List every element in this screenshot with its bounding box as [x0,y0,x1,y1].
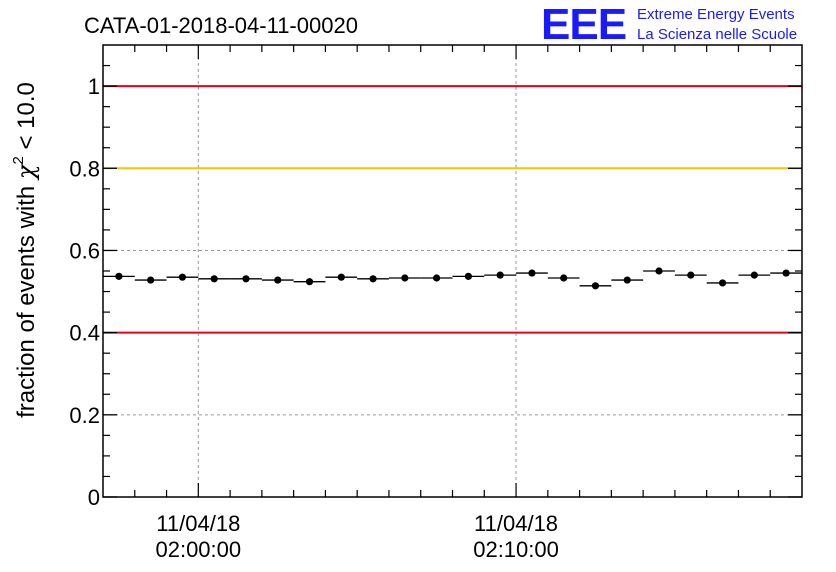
x-tick-label-time: 02:00:00 [155,537,241,562]
data-point [591,282,600,290]
data-point [337,273,345,281]
data-point [655,267,663,275]
x-tick-label-time: 02:10:00 [473,537,559,562]
data-point [210,275,218,283]
y-tick-label: 0.4 [69,321,100,346]
data-point [401,274,409,282]
x-tick-label-date: 11/04/18 [474,511,558,536]
data-point [369,275,377,283]
data-point [305,278,314,286]
data-point [242,275,250,283]
data-point [464,272,472,280]
data-point [718,279,727,287]
y-axis-label-exponent: 2 [10,156,27,164]
y-tick-label: 0.8 [69,156,100,181]
data-point [433,274,441,282]
grid [103,45,802,497]
eee-logo-line2: La Scienza nelle Scuole [637,26,797,43]
y-axis-label-suffix: < 10.0 [13,82,40,156]
eee-logo-line1: Extreme Energy Events [637,6,795,23]
y-tick-label: 0.6 [69,238,100,263]
plot-frame [102,44,803,498]
reference-lines [103,85,802,334]
eee-logo: EEE Extreme Energy Events La Scienza nel… [541,0,797,49]
data-point [115,272,123,280]
data-point [178,273,187,281]
data-point [782,269,790,277]
y-tick-label: 1 [88,74,100,99]
data-point [560,274,568,282]
y-axis-label: fraction of events with χ2 < 10.0 [10,82,40,418]
chart-title: CATA-01-2018-04-11-00020 [84,13,358,38]
data-point [528,269,536,277]
eee-logo-mark: EEE [541,0,626,49]
y-tick-label: 0.2 [69,403,100,428]
x-tick-label-date: 11/04/18 [156,511,240,536]
y-axis: 0 0.2 0.4 0.6 0.8 1 [69,64,802,510]
data-point [623,276,631,284]
data-point [496,271,504,279]
data-point [274,276,282,284]
data-series [103,267,802,290]
data-point [750,271,758,279]
y-tick-label: 0 [88,485,100,510]
y-axis-label-prefix: fraction of events with [13,179,40,418]
data-point [147,276,155,284]
data-point [687,271,695,279]
chi-symbol: χ [12,163,40,181]
